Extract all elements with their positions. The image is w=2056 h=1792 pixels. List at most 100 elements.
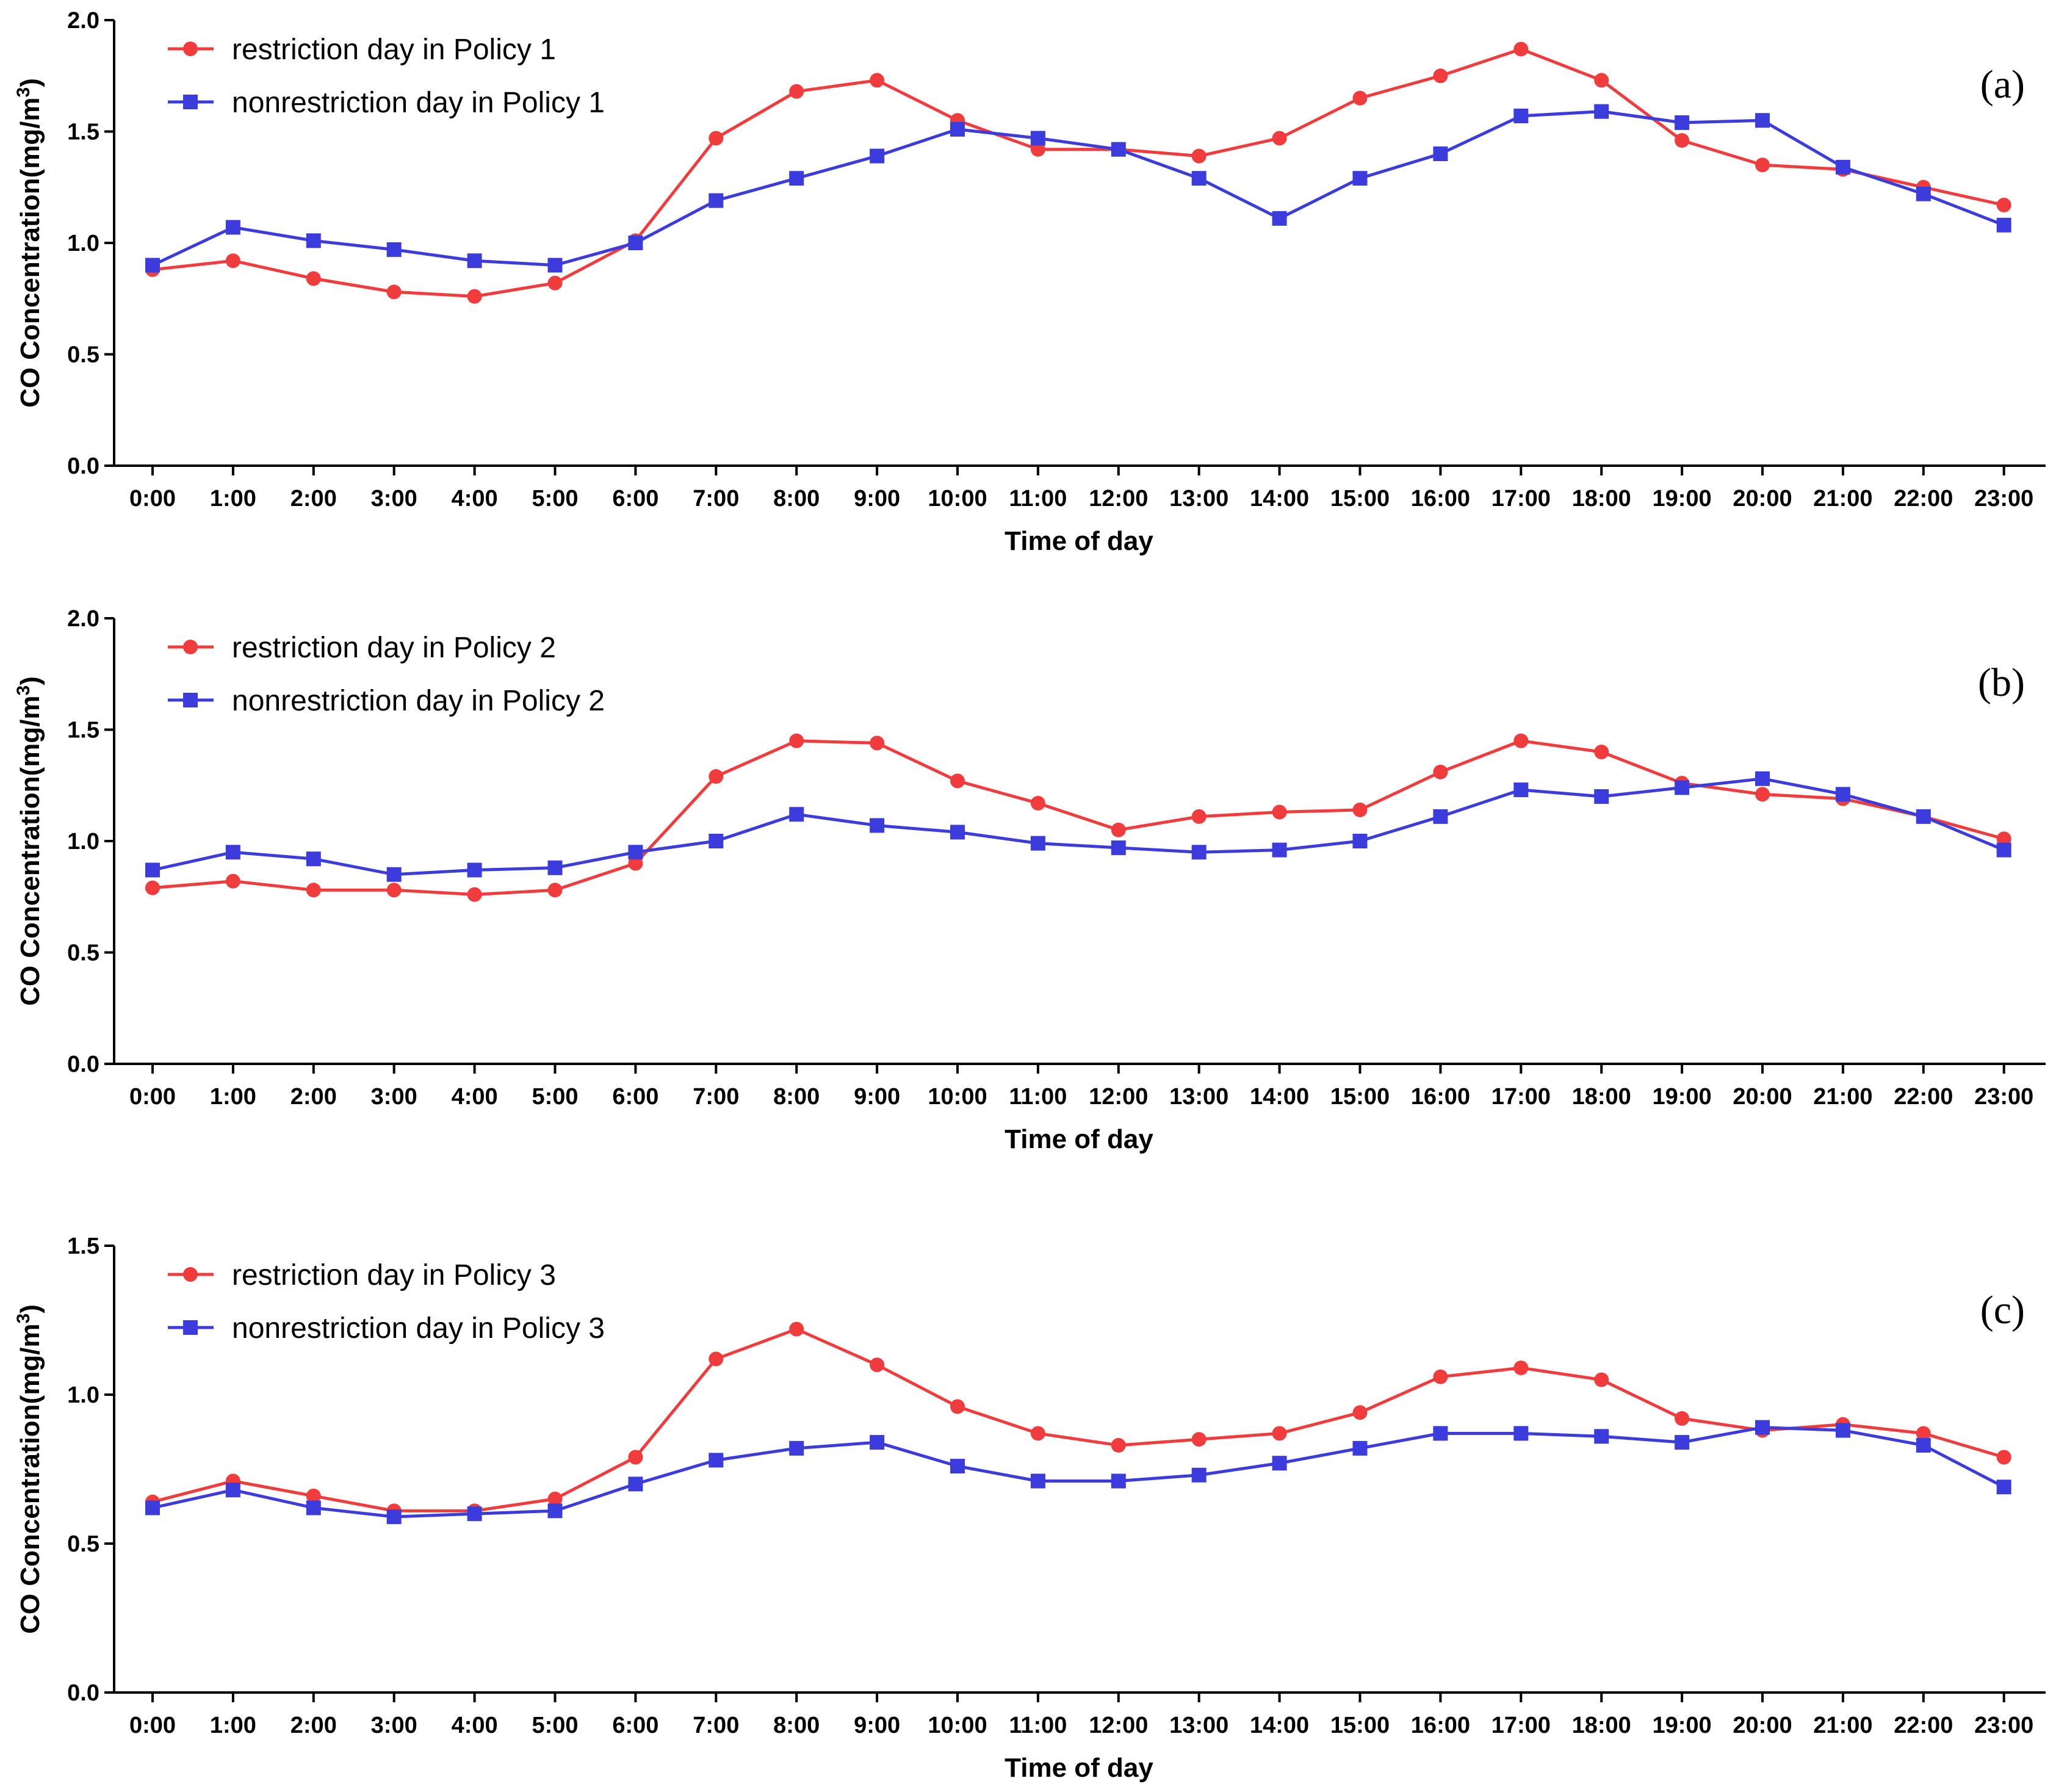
data-point-nonrestriction: [950, 1459, 965, 1474]
x-tick-label: 0:00: [129, 486, 176, 511]
x-tick-label: 20:00: [1733, 1084, 1792, 1110]
data-point-restriction: [870, 735, 885, 751]
x-tick-label: 15:00: [1330, 1084, 1390, 1110]
data-point-nonrestriction: [1594, 1429, 1609, 1444]
data-point-nonrestriction: [225, 845, 240, 860]
data-point-restriction: [1030, 142, 1045, 157]
data-point-restriction: [1675, 1411, 1690, 1426]
x-tick-label: 19:00: [1652, 1084, 1711, 1110]
x-tick-label: 14:00: [1250, 1084, 1309, 1110]
x-tick-label: 22:00: [1894, 1084, 1953, 1110]
x-tick-label: 7:00: [693, 486, 739, 511]
data-point-nonrestriction: [1433, 809, 1448, 824]
x-tick-label: 11:00: [1009, 1713, 1067, 1738]
data-point-restriction: [709, 769, 724, 784]
data-point-nonrestriction: [386, 867, 402, 882]
data-point-nonrestriction: [306, 851, 321, 867]
x-tick-label: 4:00: [452, 1713, 498, 1738]
series-line-nonrestriction: [152, 1426, 2005, 1519]
data-point-nonrestriction: [145, 862, 160, 878]
x-tick-label: 20:00: [1733, 1713, 1792, 1738]
y-tick-label: 0.5: [67, 1531, 99, 1557]
x-tick-label: 10:00: [928, 1713, 987, 1738]
x-tick-label: 23:00: [1974, 1713, 2033, 1738]
x-tick-label: 17:00: [1492, 1713, 1551, 1738]
legend-label: nonrestriction day in Policy 2: [232, 685, 605, 717]
data-point-nonrestriction: [950, 825, 965, 840]
data-point-restriction: [1755, 157, 1770, 173]
panel-label: (c): [1980, 1288, 2025, 1332]
x-tick-label: 13:00: [1169, 486, 1228, 511]
data-point-restriction: [1916, 1426, 1931, 1441]
data-point-nonrestriction: [467, 862, 482, 878]
data-point-restriction: [1111, 822, 1126, 837]
x-tick-label: 9:00: [854, 1713, 900, 1738]
data-point-restriction: [1272, 1426, 1287, 1441]
data-point-nonrestriction: [1594, 104, 1609, 119]
data-point-nonrestriction: [1191, 1467, 1207, 1483]
y-tick-label: 1.5: [67, 120, 99, 145]
data-point-restriction: [1352, 802, 1368, 817]
data-point-restriction: [1513, 1360, 1529, 1376]
x-tick-label: 14:00: [1250, 486, 1309, 511]
x-tick-label: 1:00: [210, 1713, 256, 1738]
x-tick-label: 12:00: [1089, 486, 1148, 511]
data-point-nonrestriction: [1272, 842, 1287, 858]
data-point-nonrestriction: [1433, 1426, 1448, 1441]
x-tick-label: 15:00: [1330, 1713, 1390, 1738]
data-point-nonrestriction: [1513, 108, 1529, 123]
legend-marker-square: [183, 1320, 198, 1335]
data-point-restriction: [547, 275, 563, 291]
x-tick-label: 5:00: [532, 1713, 578, 1738]
data-point-restriction: [1996, 1450, 2011, 1465]
legend-marker-circle: [183, 42, 198, 56]
x-tick-label: 19:00: [1652, 486, 1711, 511]
data-point-nonrestriction: [306, 1500, 321, 1516]
data-point-restriction: [1675, 133, 1690, 148]
data-point-nonrestriction: [1111, 840, 1126, 855]
data-point-restriction: [789, 84, 804, 99]
data-point-nonrestriction: [386, 1509, 402, 1525]
data-point-restriction: [386, 284, 402, 300]
data-point-nonrestriction: [1513, 1426, 1529, 1441]
data-point-restriction: [1433, 68, 1448, 84]
data-point-nonrestriction: [225, 220, 240, 235]
data-point-restriction: [1191, 809, 1207, 824]
legend-marker-circle: [183, 640, 198, 654]
data-point-nonrestriction: [1835, 1423, 1850, 1438]
legend-label: restriction day in Policy 2: [232, 632, 556, 664]
data-point-restriction: [467, 887, 482, 902]
x-tick-label: 10:00: [928, 1084, 987, 1110]
data-point-restriction: [306, 271, 321, 286]
y-axis-title: CO Concentration(mg/m3): [13, 1304, 46, 1634]
x-tick-label: 13:00: [1169, 1084, 1228, 1110]
x-tick-label: 16:00: [1411, 486, 1470, 511]
x-tick-label: 1:00: [210, 486, 256, 511]
data-point-restriction: [789, 733, 804, 748]
x-tick-label: 16:00: [1411, 1084, 1470, 1110]
x-tick-label: 8:00: [773, 1084, 820, 1110]
data-point-nonrestriction: [709, 834, 724, 848]
data-point-restriction: [547, 883, 563, 898]
data-point-nonrestriction: [870, 148, 885, 164]
data-point-nonrestriction: [789, 807, 804, 822]
data-point-nonrestriction: [1111, 1473, 1126, 1489]
data-point-nonrestriction: [1755, 771, 1770, 786]
data-point-restriction: [1433, 764, 1448, 779]
data-point-restriction: [145, 880, 160, 895]
legend-marker-circle: [183, 1267, 198, 1282]
data-point-restriction: [870, 73, 885, 88]
x-tick-label: 17:00: [1492, 1084, 1551, 1110]
data-point-restriction: [1513, 42, 1529, 57]
data-point-nonrestriction: [870, 1435, 885, 1450]
x-tick-label: 5:00: [532, 1084, 578, 1110]
x-tick-label: 6:00: [612, 1713, 658, 1738]
data-point-nonrestriction: [1996, 842, 2011, 858]
x-tick-label: 6:00: [612, 486, 658, 511]
x-tick-label: 7:00: [693, 1084, 739, 1110]
x-tick-label: 10:00: [928, 486, 987, 511]
x-tick-label: 4:00: [452, 1084, 498, 1110]
data-point-nonrestriction: [709, 1453, 724, 1468]
data-point-restriction: [1352, 90, 1368, 106]
x-tick-label: 0:00: [129, 1084, 176, 1110]
